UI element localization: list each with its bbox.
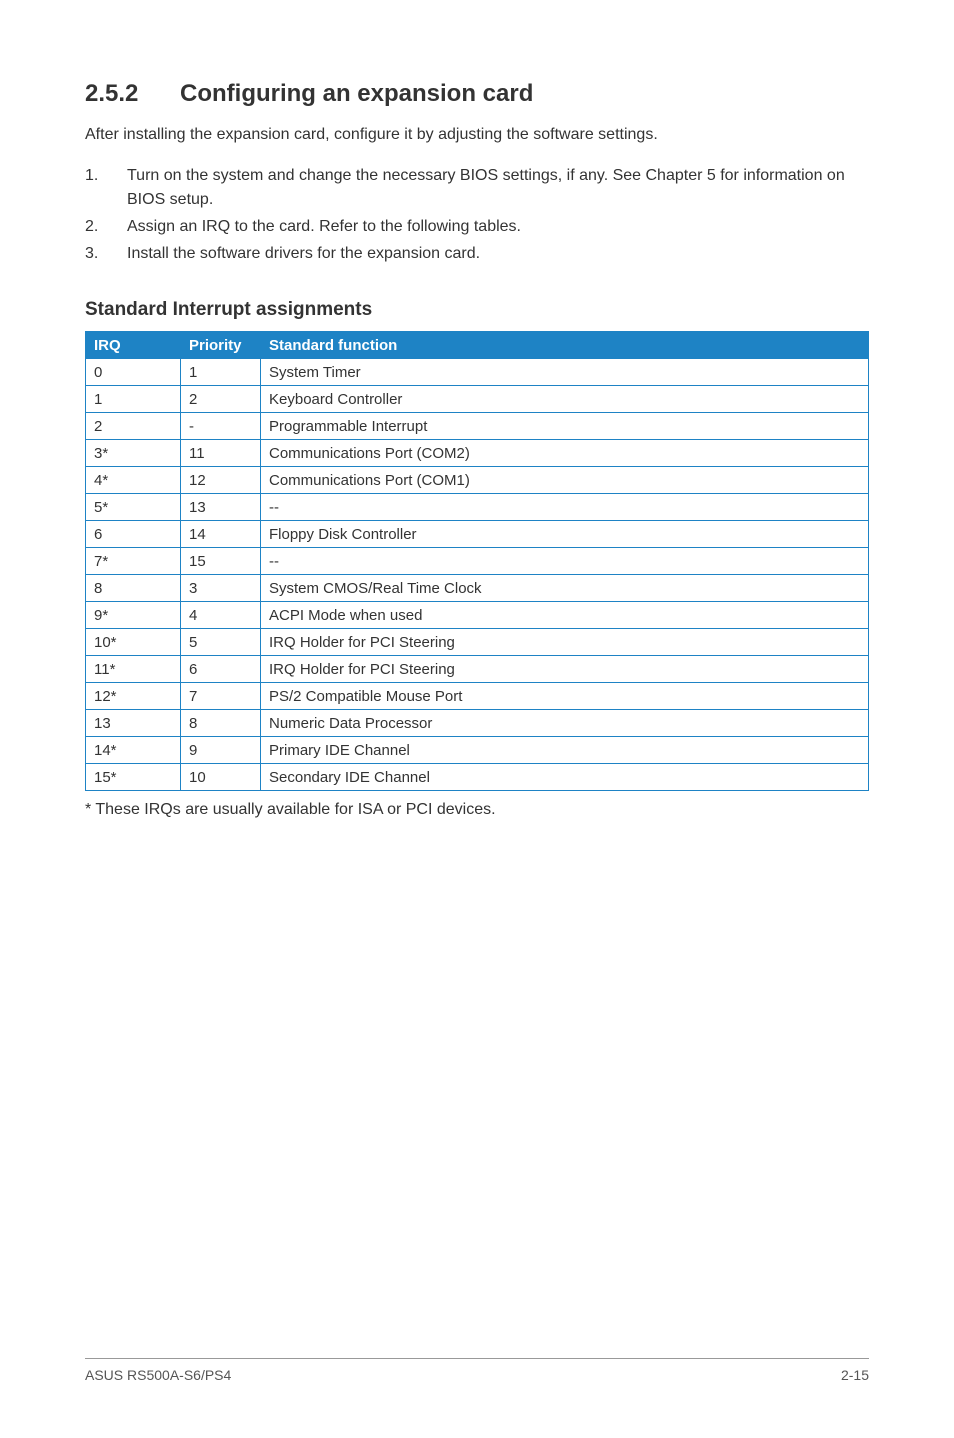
table-row: 614Floppy Disk Controller [86, 521, 869, 548]
table-row: 15*10Secondary IDE Channel [86, 764, 869, 791]
header-irq: IRQ [86, 332, 181, 359]
list-item-number: 1. [85, 164, 127, 210]
cell-irq: 4* [86, 467, 181, 494]
table-title: Standard Interrupt assignments [85, 299, 869, 321]
cell-irq: 14* [86, 737, 181, 764]
cell-function: IRQ Holder for PCI Steering [261, 656, 869, 683]
table-row: 7*15-- [86, 548, 869, 575]
cell-function: Communications Port (COM2) [261, 440, 869, 467]
cell-irq: 15* [86, 764, 181, 791]
cell-priority: 1 [181, 359, 261, 386]
cell-priority: 7 [181, 683, 261, 710]
cell-function: -- [261, 548, 869, 575]
cell-function: ACPI Mode when used [261, 602, 869, 629]
cell-priority: 13 [181, 494, 261, 521]
table-row: 4*12Communications Port (COM1) [86, 467, 869, 494]
cell-function: Primary IDE Channel [261, 737, 869, 764]
cell-priority: 8 [181, 710, 261, 737]
table-row: 11*6IRQ Holder for PCI Steering [86, 656, 869, 683]
cell-irq: 0 [86, 359, 181, 386]
table-row: 9*4ACPI Mode when used [86, 602, 869, 629]
cell-function: IRQ Holder for PCI Steering [261, 629, 869, 656]
list-item: 3. Install the software drivers for the … [85, 242, 869, 265]
list-item-text: Assign an IRQ to the card. Refer to the … [127, 215, 869, 238]
cell-priority: 6 [181, 656, 261, 683]
cell-function: System Timer [261, 359, 869, 386]
irq-table: IRQ Priority Standard function 01System … [85, 331, 869, 791]
cell-function: Keyboard Controller [261, 386, 869, 413]
cell-irq: 5* [86, 494, 181, 521]
list-item-number: 2. [85, 215, 127, 238]
cell-irq: 11* [86, 656, 181, 683]
list-item-number: 3. [85, 242, 127, 265]
list-item-text: Install the software drivers for the exp… [127, 242, 869, 265]
cell-irq: 10* [86, 629, 181, 656]
cell-irq: 9* [86, 602, 181, 629]
table-row: 138Numeric Data Processor [86, 710, 869, 737]
table-row: 01System Timer [86, 359, 869, 386]
intro-paragraph: After installing the expansion card, con… [85, 124, 869, 146]
cell-function: PS/2 Compatible Mouse Port [261, 683, 869, 710]
cell-function: System CMOS/Real Time Clock [261, 575, 869, 602]
list-item-text: Turn on the system and change the necess… [127, 164, 869, 210]
cell-priority: 3 [181, 575, 261, 602]
cell-irq: 7* [86, 548, 181, 575]
cell-priority: 2 [181, 386, 261, 413]
cell-priority: 4 [181, 602, 261, 629]
table-row: 12*7PS/2 Compatible Mouse Port [86, 683, 869, 710]
table-row: 12Keyboard Controller [86, 386, 869, 413]
list-item: 2. Assign an IRQ to the card. Refer to t… [85, 215, 869, 238]
cell-function: Programmable Interrupt [261, 413, 869, 440]
table-row: 14*9Primary IDE Channel [86, 737, 869, 764]
header-function: Standard function [261, 332, 869, 359]
cell-priority: - [181, 413, 261, 440]
section-heading: 2.5.2Configuring an expansion card [85, 80, 869, 108]
table-row: 5*13-- [86, 494, 869, 521]
cell-irq: 12* [86, 683, 181, 710]
cell-priority: 12 [181, 467, 261, 494]
table-row: 83System CMOS/Real Time Clock [86, 575, 869, 602]
cell-irq: 1 [86, 386, 181, 413]
cell-priority: 9 [181, 737, 261, 764]
table-row: 2-Programmable Interrupt [86, 413, 869, 440]
cell-function: Secondary IDE Channel [261, 764, 869, 791]
table-row: 10*5IRQ Holder for PCI Steering [86, 629, 869, 656]
footer-left: ASUS RS500A-S6/PS4 [85, 1367, 231, 1383]
cell-irq: 2 [86, 413, 181, 440]
cell-priority: 14 [181, 521, 261, 548]
cell-irq: 6 [86, 521, 181, 548]
list-item: 1. Turn on the system and change the nec… [85, 164, 869, 210]
cell-function: -- [261, 494, 869, 521]
table-header-row: IRQ Priority Standard function [86, 332, 869, 359]
page-footer: ASUS RS500A-S6/PS4 2-15 [85, 1358, 869, 1383]
footer-right: 2-15 [841, 1367, 869, 1383]
cell-priority: 11 [181, 440, 261, 467]
cell-irq: 3* [86, 440, 181, 467]
steps-list: 1. Turn on the system and change the nec… [85, 164, 869, 265]
cell-function: Communications Port (COM1) [261, 467, 869, 494]
cell-priority: 10 [181, 764, 261, 791]
cell-function: Numeric Data Processor [261, 710, 869, 737]
footnote: * These IRQs are usually available for I… [85, 801, 869, 819]
cell-priority: 5 [181, 629, 261, 656]
section-number: 2.5.2 [85, 80, 180, 108]
table-row: 3*11Communications Port (COM2) [86, 440, 869, 467]
section-title-text: Configuring an expansion card [180, 80, 533, 107]
cell-irq: 8 [86, 575, 181, 602]
cell-irq: 13 [86, 710, 181, 737]
cell-priority: 15 [181, 548, 261, 575]
header-priority: Priority [181, 332, 261, 359]
cell-function: Floppy Disk Controller [261, 521, 869, 548]
